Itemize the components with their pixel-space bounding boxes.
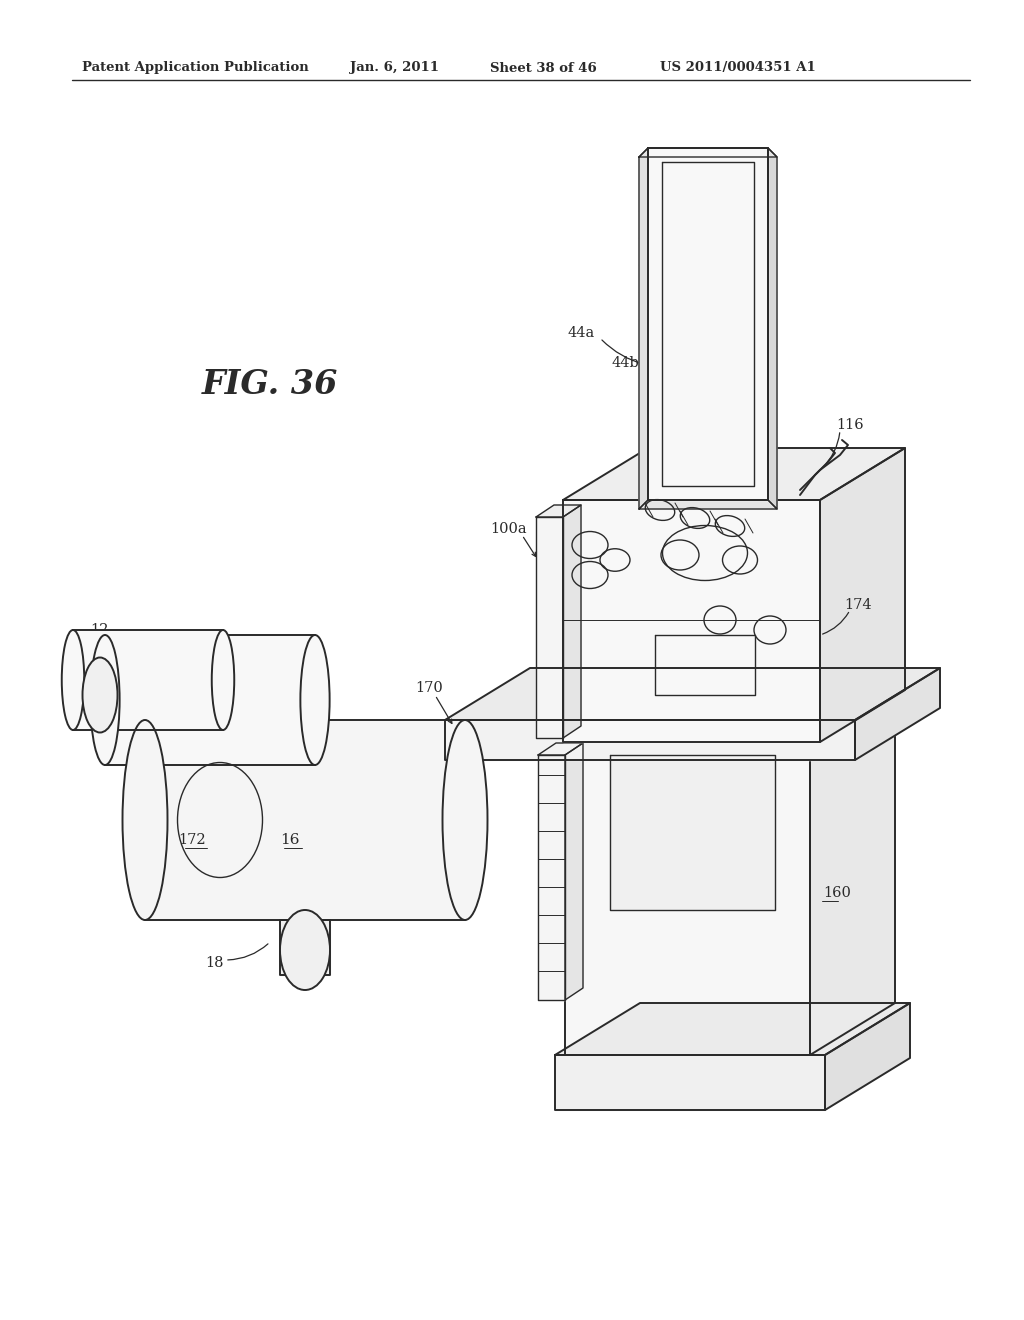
Polygon shape [855,668,940,760]
Text: US 2011/0004351 A1: US 2011/0004351 A1 [660,62,816,74]
Polygon shape [145,719,465,920]
Text: 100a: 100a [490,521,526,536]
Text: 44b: 44b [612,356,640,370]
Polygon shape [639,500,777,510]
Polygon shape [639,148,648,510]
Polygon shape [538,743,583,755]
Polygon shape [536,506,581,517]
Polygon shape [825,1003,910,1110]
Polygon shape [280,920,330,975]
Text: 14: 14 [180,638,199,652]
Text: Sheet 38 of 46: Sheet 38 of 46 [490,62,597,74]
Ellipse shape [300,635,330,766]
Ellipse shape [212,630,234,730]
Ellipse shape [61,630,84,730]
Text: 18: 18 [205,956,223,970]
Polygon shape [648,148,768,500]
Text: 12: 12 [90,623,109,638]
Text: 174: 174 [844,598,871,612]
Text: FIG. 36: FIG. 36 [202,368,338,401]
Polygon shape [445,668,940,719]
Polygon shape [565,688,895,741]
Polygon shape [563,506,581,738]
Polygon shape [768,148,777,510]
Polygon shape [563,500,820,742]
Polygon shape [810,688,895,1055]
Text: 170: 170 [415,681,442,696]
Polygon shape [555,1003,910,1055]
Polygon shape [538,755,565,1001]
Text: Patent Application Publication: Patent Application Publication [82,62,309,74]
Ellipse shape [83,657,118,733]
Polygon shape [639,148,777,157]
Ellipse shape [442,719,487,920]
Ellipse shape [280,909,330,990]
Text: 44a: 44a [568,326,595,341]
Ellipse shape [90,635,120,766]
Polygon shape [565,741,810,1055]
Ellipse shape [123,719,168,920]
Text: 16: 16 [281,833,300,847]
Text: 116: 116 [836,418,863,432]
Polygon shape [536,517,563,738]
Polygon shape [73,630,223,730]
Polygon shape [820,447,905,742]
Polygon shape [565,743,583,1001]
Text: 160: 160 [823,886,851,900]
Polygon shape [563,447,905,500]
Polygon shape [555,1055,825,1110]
Polygon shape [445,719,855,760]
Polygon shape [105,635,315,766]
Text: Jan. 6, 2011: Jan. 6, 2011 [350,62,439,74]
Polygon shape [610,755,775,909]
Text: 172: 172 [178,833,206,847]
